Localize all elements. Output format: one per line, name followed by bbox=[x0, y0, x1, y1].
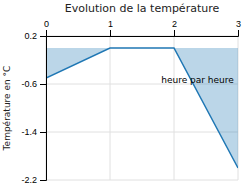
x-tick-mark bbox=[46, 30, 47, 36]
y-axis: 0.2 -0.6 -1.4 -2.2 bbox=[21, 31, 46, 185]
y-tick-mark bbox=[40, 180, 46, 181]
grid bbox=[46, 36, 238, 180]
y-axis-title: Température en °C bbox=[2, 66, 12, 152]
x-grid-line bbox=[174, 36, 175, 180]
y-tick: -1.4 bbox=[21, 127, 46, 137]
x-grid-line bbox=[110, 36, 111, 180]
area bbox=[46, 48, 238, 168]
y-tick-label: -2.2 bbox=[21, 175, 37, 185]
annotation: heure par heure bbox=[161, 75, 234, 85]
y-tick-mark bbox=[40, 132, 46, 133]
x-tick-mark bbox=[174, 30, 175, 36]
x-tick-label: 0 bbox=[44, 19, 49, 29]
y-tick: 0.2 bbox=[24, 31, 46, 41]
y-tick-label: -0.6 bbox=[21, 79, 37, 89]
plot-area bbox=[46, 48, 238, 168]
x-tick-label: 2 bbox=[172, 19, 177, 29]
x-tick-mark bbox=[238, 30, 239, 36]
y-tick-label: 0.2 bbox=[24, 31, 37, 41]
y-grid-line bbox=[46, 132, 238, 133]
x-tick: 1 bbox=[108, 19, 113, 36]
x-tick: 0 bbox=[44, 19, 49, 36]
y-grid-line bbox=[46, 180, 238, 181]
y-tick-mark bbox=[40, 36, 46, 37]
y-axis-line bbox=[40, 37, 47, 181]
chart: 0 1 2 3 0.2 -0.6 -1.4 -2.2 Evolution de la tempé… bbox=[0, 0, 250, 188]
x-tick-mark bbox=[110, 30, 111, 36]
x-tick: 3 bbox=[236, 19, 241, 36]
y-tick: -0.6 bbox=[21, 79, 46, 89]
x-axis-line bbox=[47, 30, 239, 37]
x-axis: 0 1 2 3 bbox=[44, 19, 241, 37]
title: Evolution de la température bbox=[65, 2, 220, 15]
y-tick: -2.2 bbox=[21, 175, 46, 185]
y-tick-label: -1.4 bbox=[21, 127, 37, 137]
x-tick-label: 1 bbox=[108, 19, 113, 29]
y-tick-mark bbox=[40, 84, 46, 85]
x-tick: 2 bbox=[172, 19, 177, 36]
x-tick-label: 3 bbox=[236, 19, 241, 29]
line bbox=[46, 48, 238, 168]
